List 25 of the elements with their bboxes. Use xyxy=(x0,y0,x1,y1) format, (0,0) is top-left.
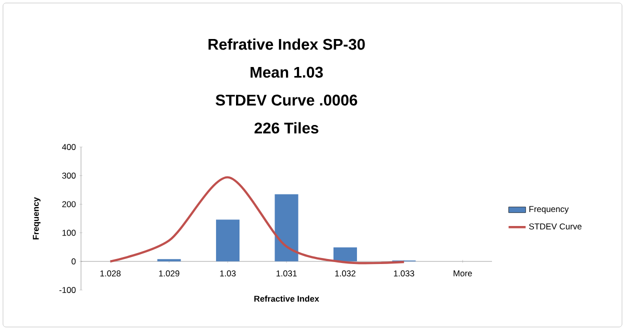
chart-subtitle: Mean 1.03 xyxy=(250,66,323,78)
bar xyxy=(216,220,240,262)
x-tick-label: 1.032 xyxy=(335,270,356,276)
x-tick-label: 1.033 xyxy=(394,270,414,276)
text: STDEV Curve .0006 xyxy=(216,94,358,106)
x-axis-title: Refractive Index xyxy=(254,296,320,302)
y-tick-label: 0 xyxy=(72,258,76,264)
legend-label: STDEV Curve xyxy=(529,223,582,230)
y-axis-title: Frequency xyxy=(32,197,40,240)
x-tick-label: 1.029 xyxy=(159,270,180,276)
bar xyxy=(333,247,357,262)
x-tick-label: 1.03 xyxy=(220,270,236,276)
y-tick-label: 200 xyxy=(62,201,76,208)
x-tick-label: 1.031 xyxy=(276,270,297,276)
y-tick-label: -100 xyxy=(59,287,76,293)
x-tick-label: 1.028 xyxy=(100,270,121,276)
chart-title: Refrative Index SP-30 xyxy=(208,38,365,50)
line-series xyxy=(109,176,406,264)
y-tick-label: 100 xyxy=(62,230,76,236)
legend-label: Frequency xyxy=(529,206,569,214)
text: 226 Tiles xyxy=(254,122,318,134)
y-tick-label: 300 xyxy=(62,172,76,179)
y-tick-label: 400 xyxy=(62,144,76,150)
bar xyxy=(274,194,298,262)
x-tick-label: More xyxy=(454,270,472,276)
